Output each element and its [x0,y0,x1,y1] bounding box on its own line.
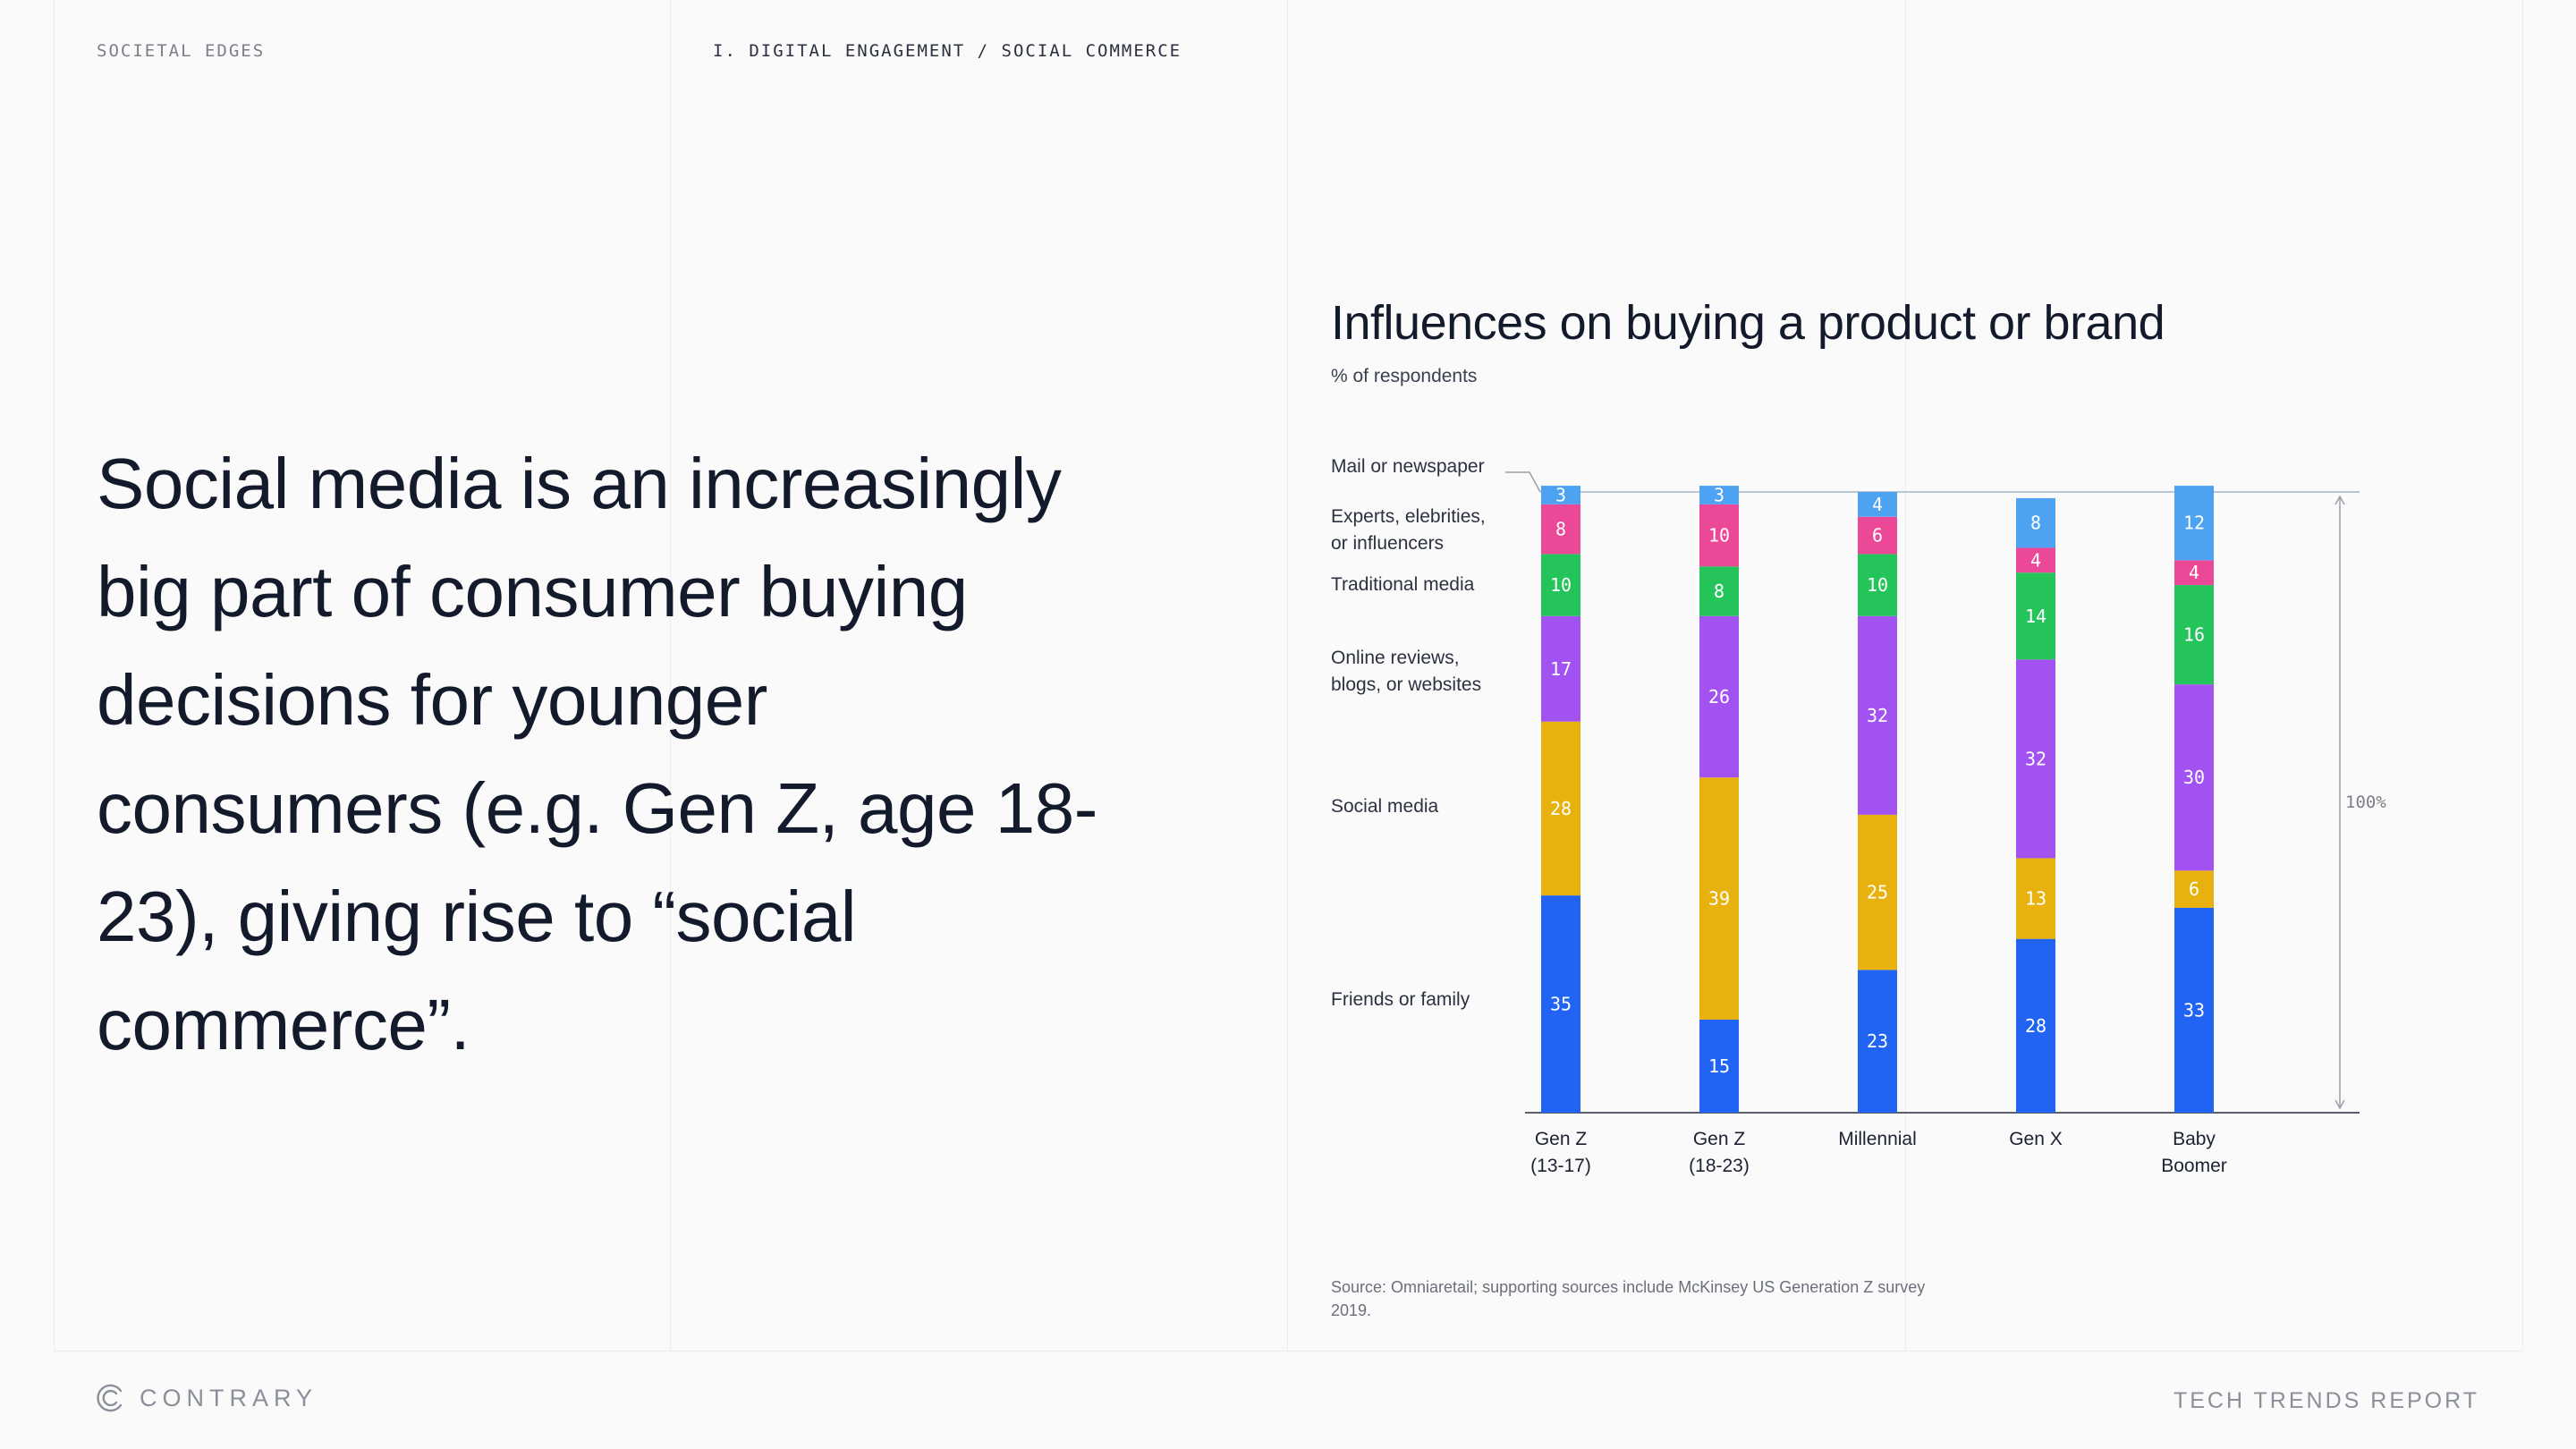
legend-label: Online reviews, [1331,648,1460,668]
bar-segment [2174,486,2214,561]
report-title: TECH TRENDS REPORT [2173,1388,2479,1413]
data-label: 8 [2030,513,2041,534]
category-label: (13-17) [1530,1156,1591,1176]
total-label: 100% [2345,792,2386,812]
data-label: 4 [1872,494,1883,515]
data-label: 30 [2183,767,2205,788]
contrary-logo-icon [97,1384,123,1412]
data-label: 16 [2183,624,2205,646]
data-label: 23 [1867,1030,1888,1052]
total-bracket-arrow [2334,495,2345,505]
data-label: 10 [1708,525,1730,547]
grid-divider [2522,0,2523,1351]
bar-segment [2174,585,2214,685]
bar-segment [1699,615,1739,778]
bar-segment [1858,492,1897,517]
category-label: Baby [2173,1129,2216,1149]
footer-logo: CONTRARY [95,1383,318,1413]
bar-segment [2174,870,2214,908]
bar-segment [2016,938,2055,1113]
bar-segment [2016,572,2055,660]
bar-segment [1699,777,1739,1020]
bar-segment [2174,907,2214,1113]
bar-segment [2016,858,2055,939]
chart-subtitle: % of respondents [1331,366,1478,386]
data-label: 32 [1867,705,1888,726]
data-label: 17 [1550,658,1572,680]
headline: Social media is an increasingly big part… [97,444,1097,1064]
bar-segment [2016,659,2055,859]
breadcrumb: I. DIGITAL ENGAGEMENT / SOCIAL COMMERCE [713,41,1182,61]
bar-segment [1541,721,1580,896]
bar-segment [1858,814,1897,970]
legend-label: Mail or newspaper [1331,456,1485,477]
data-label: 35 [1550,994,1572,1015]
data-label: 4 [2030,549,2041,571]
chart-title: Influences on buying a product or brand [1331,296,2165,350]
legend-label: Friends or family [1331,989,1470,1010]
data-label: 15 [1708,1055,1730,1077]
section-label: SOCIETAL EDGES [97,41,266,61]
bar-segment [2174,684,2214,871]
bar-segment [1699,566,1739,616]
legend-leader-line [1505,471,1541,493]
data-label: 32 [2025,748,2046,769]
bar-segment [1541,615,1580,722]
category-label: Gen Z [1535,1129,1588,1149]
data-label: 39 [1708,888,1730,910]
source-note: Source: Omniaretail; supporting sources … [1331,1278,1926,1319]
bar-segment [1858,516,1897,555]
data-label: 26 [1708,686,1730,708]
category-label: Gen X [2009,1129,2063,1149]
data-label: 4 [2189,562,2199,583]
data-label: 10 [1550,574,1572,596]
grid-divider [1905,0,1906,1351]
bar-segment [1858,970,1897,1113]
grid-divider [1287,0,1288,1351]
grid-divider [54,0,55,1351]
category-label: Millennial [1838,1129,1917,1149]
bar-segment [2174,560,2214,586]
legend-label: Experts, elebrities, [1331,506,1486,527]
bar-segment [2016,547,2055,573]
bar-segment [2016,497,2055,548]
data-label: 13 [2025,888,2046,910]
bar-segment [1858,554,1897,616]
data-label: 3 [1714,484,1724,505]
data-label: 25 [1867,882,1888,903]
data-label: 6 [1872,525,1883,547]
data-label: 12 [2183,513,2205,534]
bar-segment [1699,504,1739,567]
bar-segment [1699,1019,1739,1113]
data-label: 3 [1555,484,1566,505]
category-label: Boomer [2161,1156,2227,1176]
data-label: 8 [1714,580,1724,602]
legend-label: or influencers [1331,533,1444,554]
legend-label: Traditional media [1331,574,1475,595]
data-label: 8 [1555,519,1566,540]
legend-label: blogs, or websites [1331,674,1481,695]
bar-segment [1541,554,1580,616]
data-label: 10 [1867,574,1888,596]
grid-divider [670,0,671,1351]
bar-segment [1541,504,1580,555]
data-label: 33 [2183,999,2205,1021]
footer-divider [54,1351,2522,1352]
legend-label: Social media [1331,796,1439,817]
total-bracket-arrow [2334,1099,2345,1110]
data-label: 28 [1550,798,1572,819]
bar-segment [1541,486,1580,504]
bar-segment [1699,486,1739,504]
data-label: 28 [2025,1015,2046,1037]
stacked-bar-chart: 35 28 17 10 8 3 Gen Z (13-17) 15 39 26 8 10 3 Gen Z (18… [1331,456,2386,1176]
brand-name: CONTRARY [140,1384,318,1411]
category-label: Gen Z [1693,1129,1746,1149]
data-label: 6 [2189,878,2199,900]
bar-segment [1541,895,1580,1113]
data-label: 14 [2025,606,2046,627]
bar-segment [1858,615,1897,815]
category-label: (18-23) [1689,1156,1750,1176]
